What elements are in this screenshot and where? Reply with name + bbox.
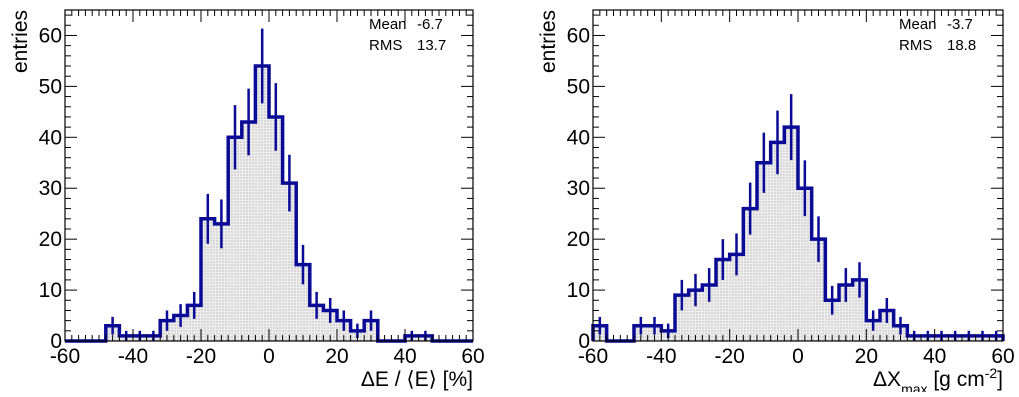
energy-histogram-panel: -60 -40 -20 0 20 40 60 0 10 20 30 40 50 60 ΔE / ⟨E⟩ [… — [9, 9, 485, 391]
histogram-bin — [784, 127, 798, 341]
tick-labels: -60 -40 -20 0 20 40 60 0 10 20 30 40 50 60 — [39, 24, 485, 368]
histogram-bins — [591, 94, 1005, 343]
histogram-bin — [255, 66, 269, 341]
histogram-bin — [323, 310, 337, 341]
stat-rms-value: 18.8 — [947, 37, 976, 54]
histogram-bin — [296, 264, 310, 341]
x-tick-label: -40 — [646, 345, 676, 368]
y-tick-label: 10 — [567, 279, 590, 302]
x-tick-label: 40 — [923, 345, 946, 368]
x-axis-title-unit: [g cm — [928, 368, 985, 391]
y-tick-label: 40 — [567, 126, 590, 149]
xmax-histogram-panel: -60 -40 -20 0 20 40 60 0 10 20 30 40 50 60 ΔXmax [g c… — [537, 9, 1015, 397]
y-axis-title: entries — [537, 10, 560, 73]
y-tick-label: 30 — [567, 177, 590, 200]
y-tick-label: 20 — [567, 228, 590, 251]
y-tick-label: 40 — [39, 126, 62, 149]
histogram-bin — [228, 137, 242, 341]
stat-mean-value: -6.7 — [417, 16, 443, 33]
stat-mean-value: -3.7 — [947, 16, 973, 33]
histogram-bin — [825, 300, 839, 341]
x-tick-label: 60 — [991, 345, 1014, 368]
histogram-bin — [798, 188, 812, 341]
x-tick-label: -40 — [118, 345, 148, 368]
stats-box: Mean -6.7 RMS 13.7 — [369, 16, 446, 54]
x-tick-label: 40 — [393, 345, 416, 368]
y-tick-label: 0 — [50, 330, 62, 353]
stat-rms-label: RMS — [899, 37, 932, 54]
x-tick-label: 20 — [855, 345, 878, 368]
histogram-bin — [688, 290, 703, 341]
histogram-bin — [839, 284, 853, 341]
x-tick-label: -20 — [714, 345, 744, 368]
axis-ticks — [64, 10, 474, 342]
histogram-bin — [743, 208, 757, 341]
histogram-bin — [757, 162, 771, 341]
stat-mean-label: Mean — [369, 16, 407, 33]
x-tick-label: -60 — [50, 345, 80, 368]
stat-mean-label: Mean — [899, 16, 937, 33]
histogram-bin — [880, 310, 894, 341]
y-tick-label: 20 — [39, 228, 62, 251]
y-tick-label: 0 — [578, 330, 590, 353]
histogram-bin — [282, 183, 297, 341]
y-tick-label: 60 — [39, 24, 62, 47]
y-tick-label: 30 — [39, 177, 62, 200]
x-axis-title-sub: max — [901, 381, 927, 392]
histogram-bin — [811, 239, 826, 341]
y-tick-label: 50 — [39, 75, 62, 98]
histogram-bin — [770, 142, 785, 341]
x-tick-label: 60 — [461, 345, 484, 368]
x-tick-label: -20 — [186, 345, 216, 368]
histogram-bin — [729, 254, 744, 341]
y-axis-title: entries — [9, 10, 32, 73]
x-tick-label: -60 — [578, 345, 608, 368]
histogram-bin — [269, 116, 283, 341]
histogram-bin — [214, 223, 229, 341]
x-tick-label: 0 — [263, 345, 275, 368]
stats-box: Mean -3.7 RMS 18.8 — [899, 16, 976, 54]
x-tick-label: 0 — [792, 345, 804, 368]
stat-rms-value: 13.7 — [417, 37, 446, 54]
histogram-bin — [675, 295, 689, 341]
histogram-bin — [852, 279, 867, 341]
histogram-bin — [702, 284, 716, 341]
x-tick-label: 20 — [325, 345, 348, 368]
histogram-bins — [65, 28, 473, 343]
y-tick-label: 60 — [567, 24, 590, 47]
stat-rms-label: RMS — [369, 37, 402, 54]
x-axis-title-sup: -2 — [985, 365, 998, 381]
x-axis-title: ΔXmax [g cm-2] — [873, 365, 1003, 392]
x-axis-title: ΔE / ⟨E⟩ [%] — [361, 368, 473, 391]
histogram-bin — [309, 305, 324, 341]
y-tick-label: 50 — [567, 75, 590, 98]
histogram-bin — [241, 122, 256, 342]
histogram-bin — [716, 259, 730, 341]
tick-labels: -60 -40 -20 0 20 40 60 0 10 20 30 40 50 60 — [567, 24, 1015, 368]
histogram-bin — [173, 315, 188, 341]
axis-ticks — [592, 10, 1004, 342]
x-axis-title-base: ΔX — [873, 368, 901, 391]
x-axis-title-close: ] — [997, 368, 1003, 391]
histogram-bin — [187, 305, 201, 341]
y-tick-label: 10 — [39, 279, 62, 302]
histogram-bin — [201, 218, 215, 341]
